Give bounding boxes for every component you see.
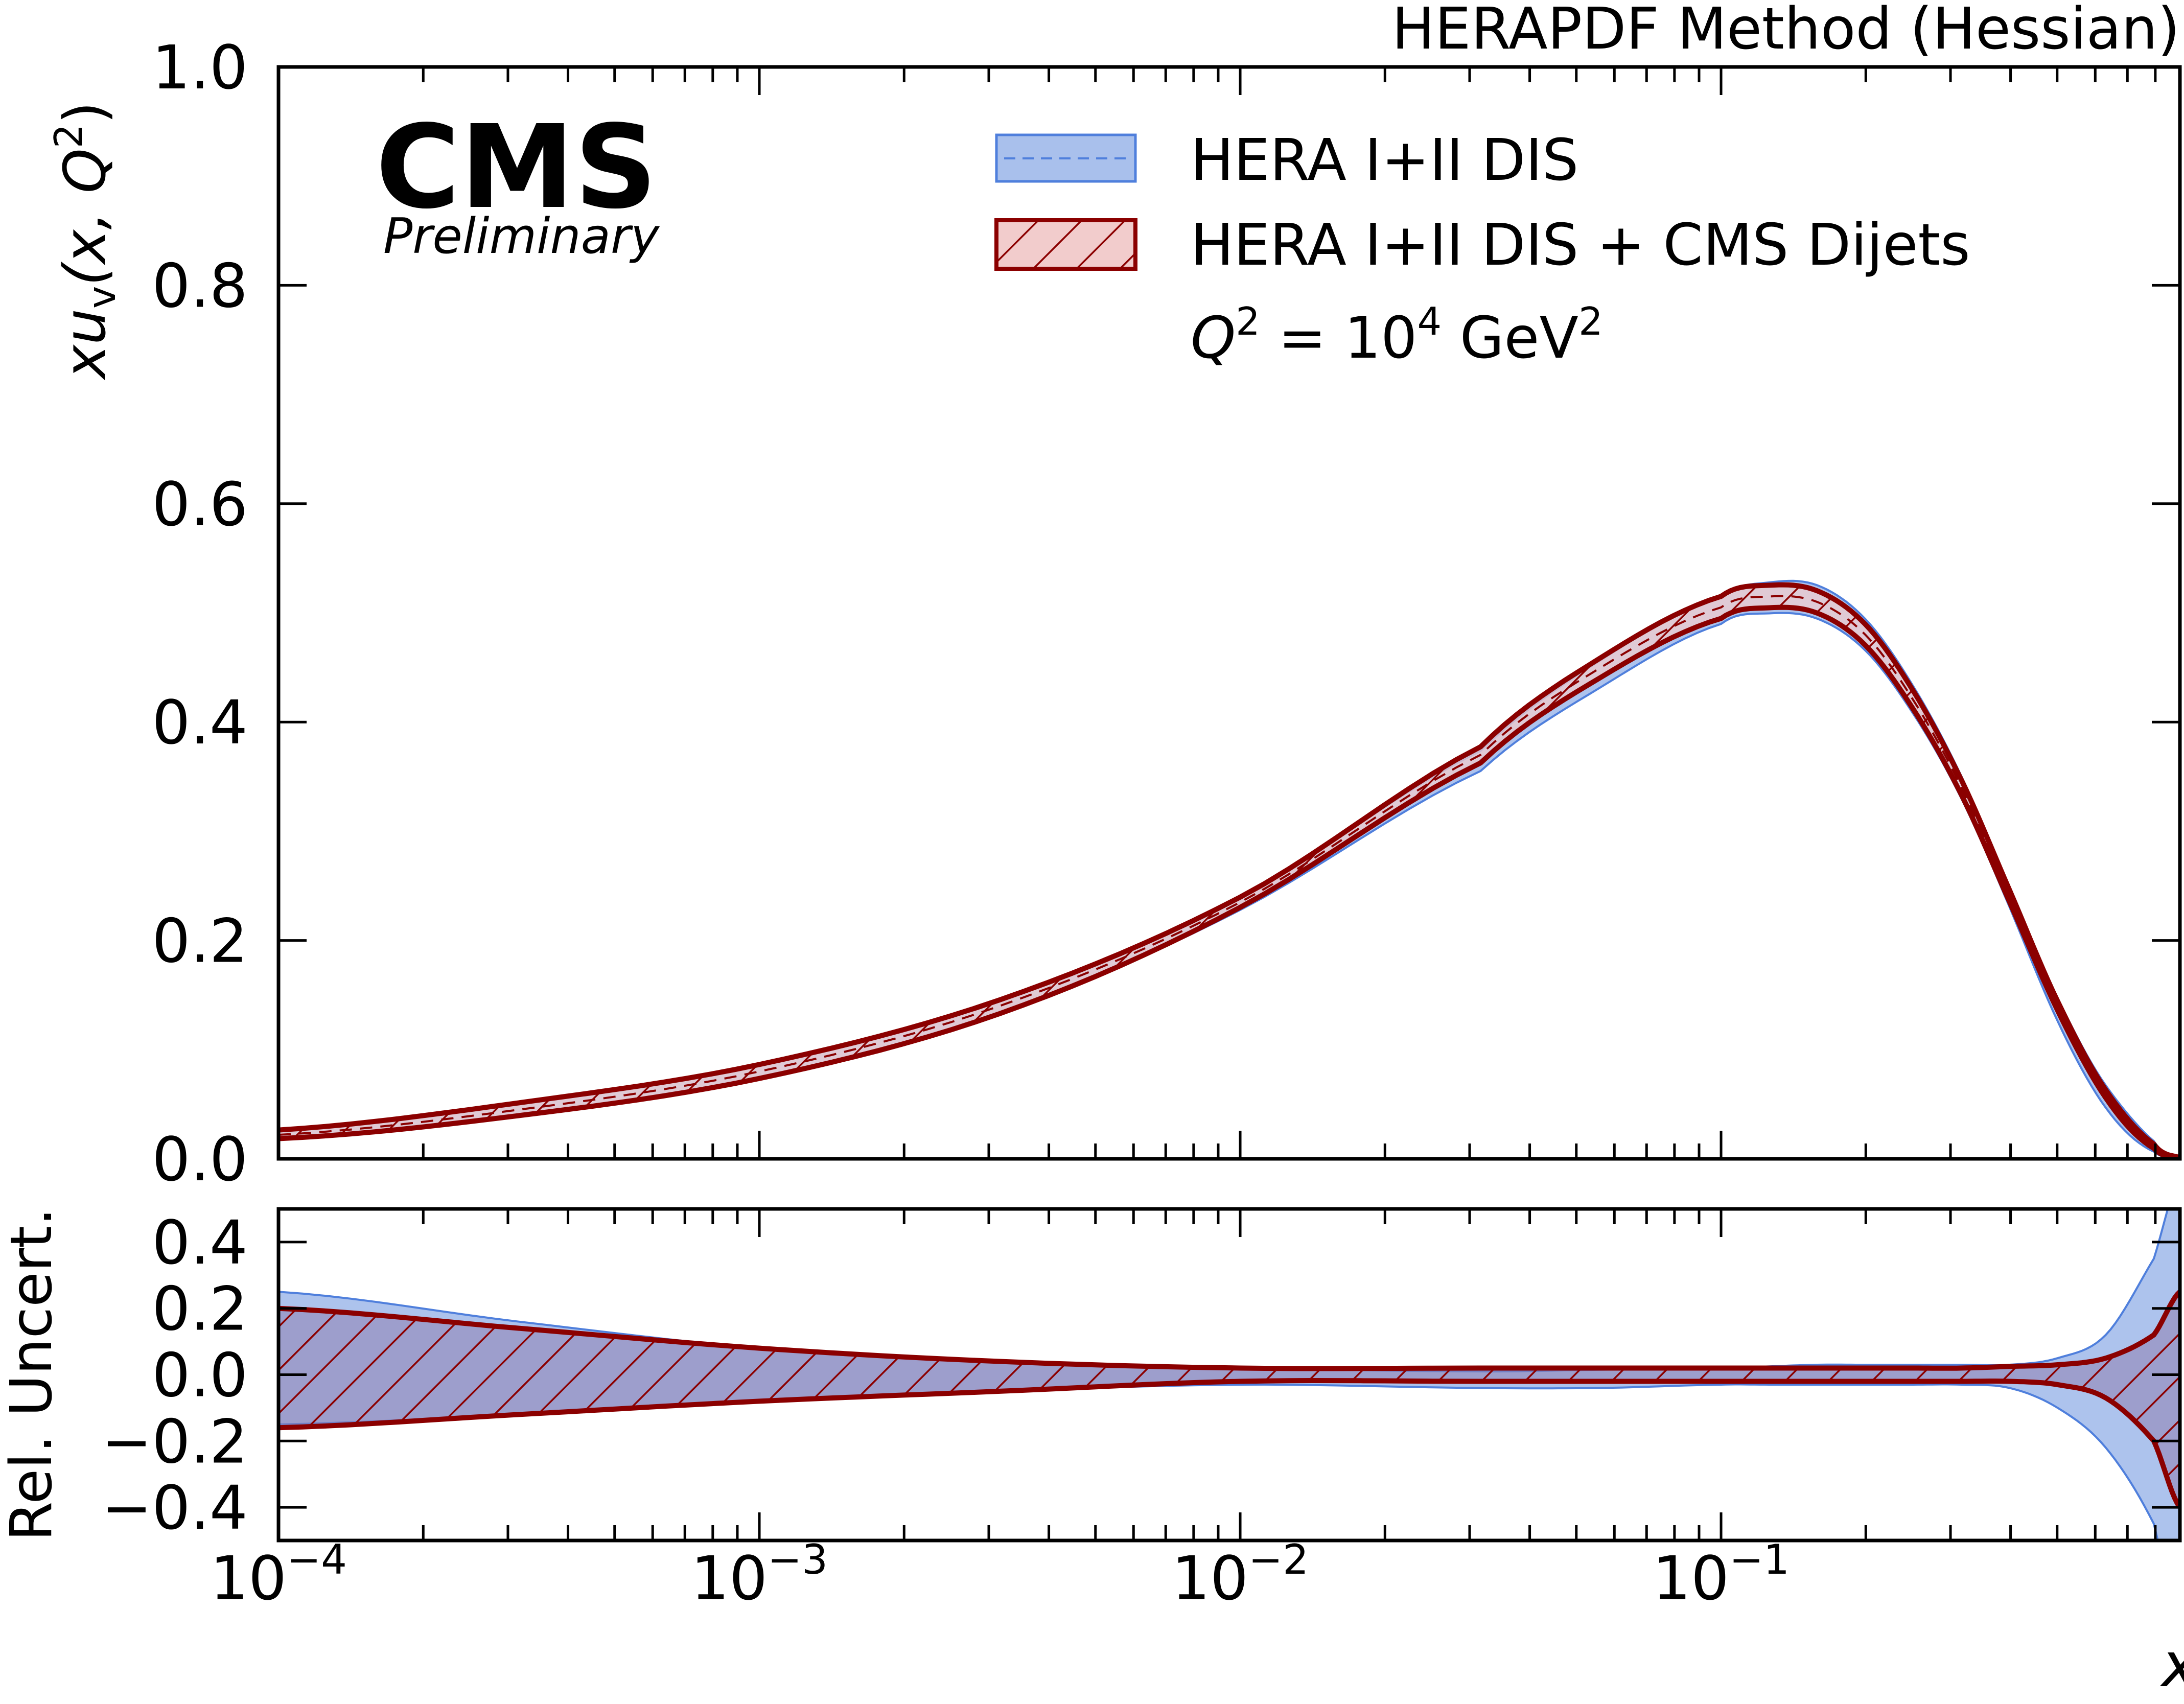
band-lower-edge [278,604,2180,1159]
x-axis-label: x [2159,1630,2184,1701]
y-tick-label: 1.0 [152,32,248,103]
preliminary-label: Preliminary [383,208,660,265]
y-tick-label: 0.2 [152,906,248,976]
q2-annotation: Q2 = 104 GeV2 [1191,299,1603,371]
y-tick-label: 0.8 [152,250,248,321]
main-plot: 0.0 0.2 0.4 0.6 0.8 1.0 [152,32,2182,1195]
y-tick-label: 0.0 [152,1124,248,1195]
main-frame [276,65,2182,1161]
y-tick-label: 0.4 [152,687,248,758]
y-tick-label: 0.2 [152,1274,248,1344]
band-dijets-ratio [278,1290,2180,1509]
legend-item-dijets: HERA I+II DIS + CMS Dijets [994,212,1970,278]
cms-logo-text: CMS [376,101,657,235]
x-tick-label: 10−1 [1653,1536,1790,1614]
chart-title: HERAPDF Method (Hessian) [1392,0,2180,62]
x-tick-label: 10−2 [1172,1536,1309,1614]
band-upper-edge [278,1290,2180,1371]
band-upper-edge [278,582,2180,1159]
legend-swatch-dijets [994,218,1137,271]
x-tick-label: 10−4 [210,1536,347,1614]
ratio-plot: 0.40.20.0−0.2−0.4 [101,1207,2182,1543]
legend-label-hera: HERA I+II DIS [1191,127,1578,194]
central-curve-dijets [278,595,2180,1159]
x-tick-label: 10−3 [691,1536,828,1614]
legend: HERA I+II DIS HERA I+II DIS + CMS Dijets… [994,127,1970,371]
y-axis-label-main: xuv(x, Q2) [46,102,124,380]
legend-item-hera: HERA I+II DIS [995,127,1578,194]
y-tick-label: 0.4 [152,1207,248,1278]
band-dijets-main [278,582,2180,1159]
y-tick-label: 0.0 [152,1340,248,1411]
y-tick-label: −0.2 [101,1406,248,1477]
band-lower-edge [278,1378,2180,1509]
band-hatch [278,1292,2180,1508]
y-tick-label: 0.6 [152,469,248,540]
legend-label-dijets: HERA I+II DIS + CMS Dijets [1191,212,1970,278]
y-tick-label: −0.4 [101,1473,248,1543]
y-axis-label-ratio: Rel. Uncert. [0,1207,65,1541]
band-lower-edge [278,612,2180,1159]
